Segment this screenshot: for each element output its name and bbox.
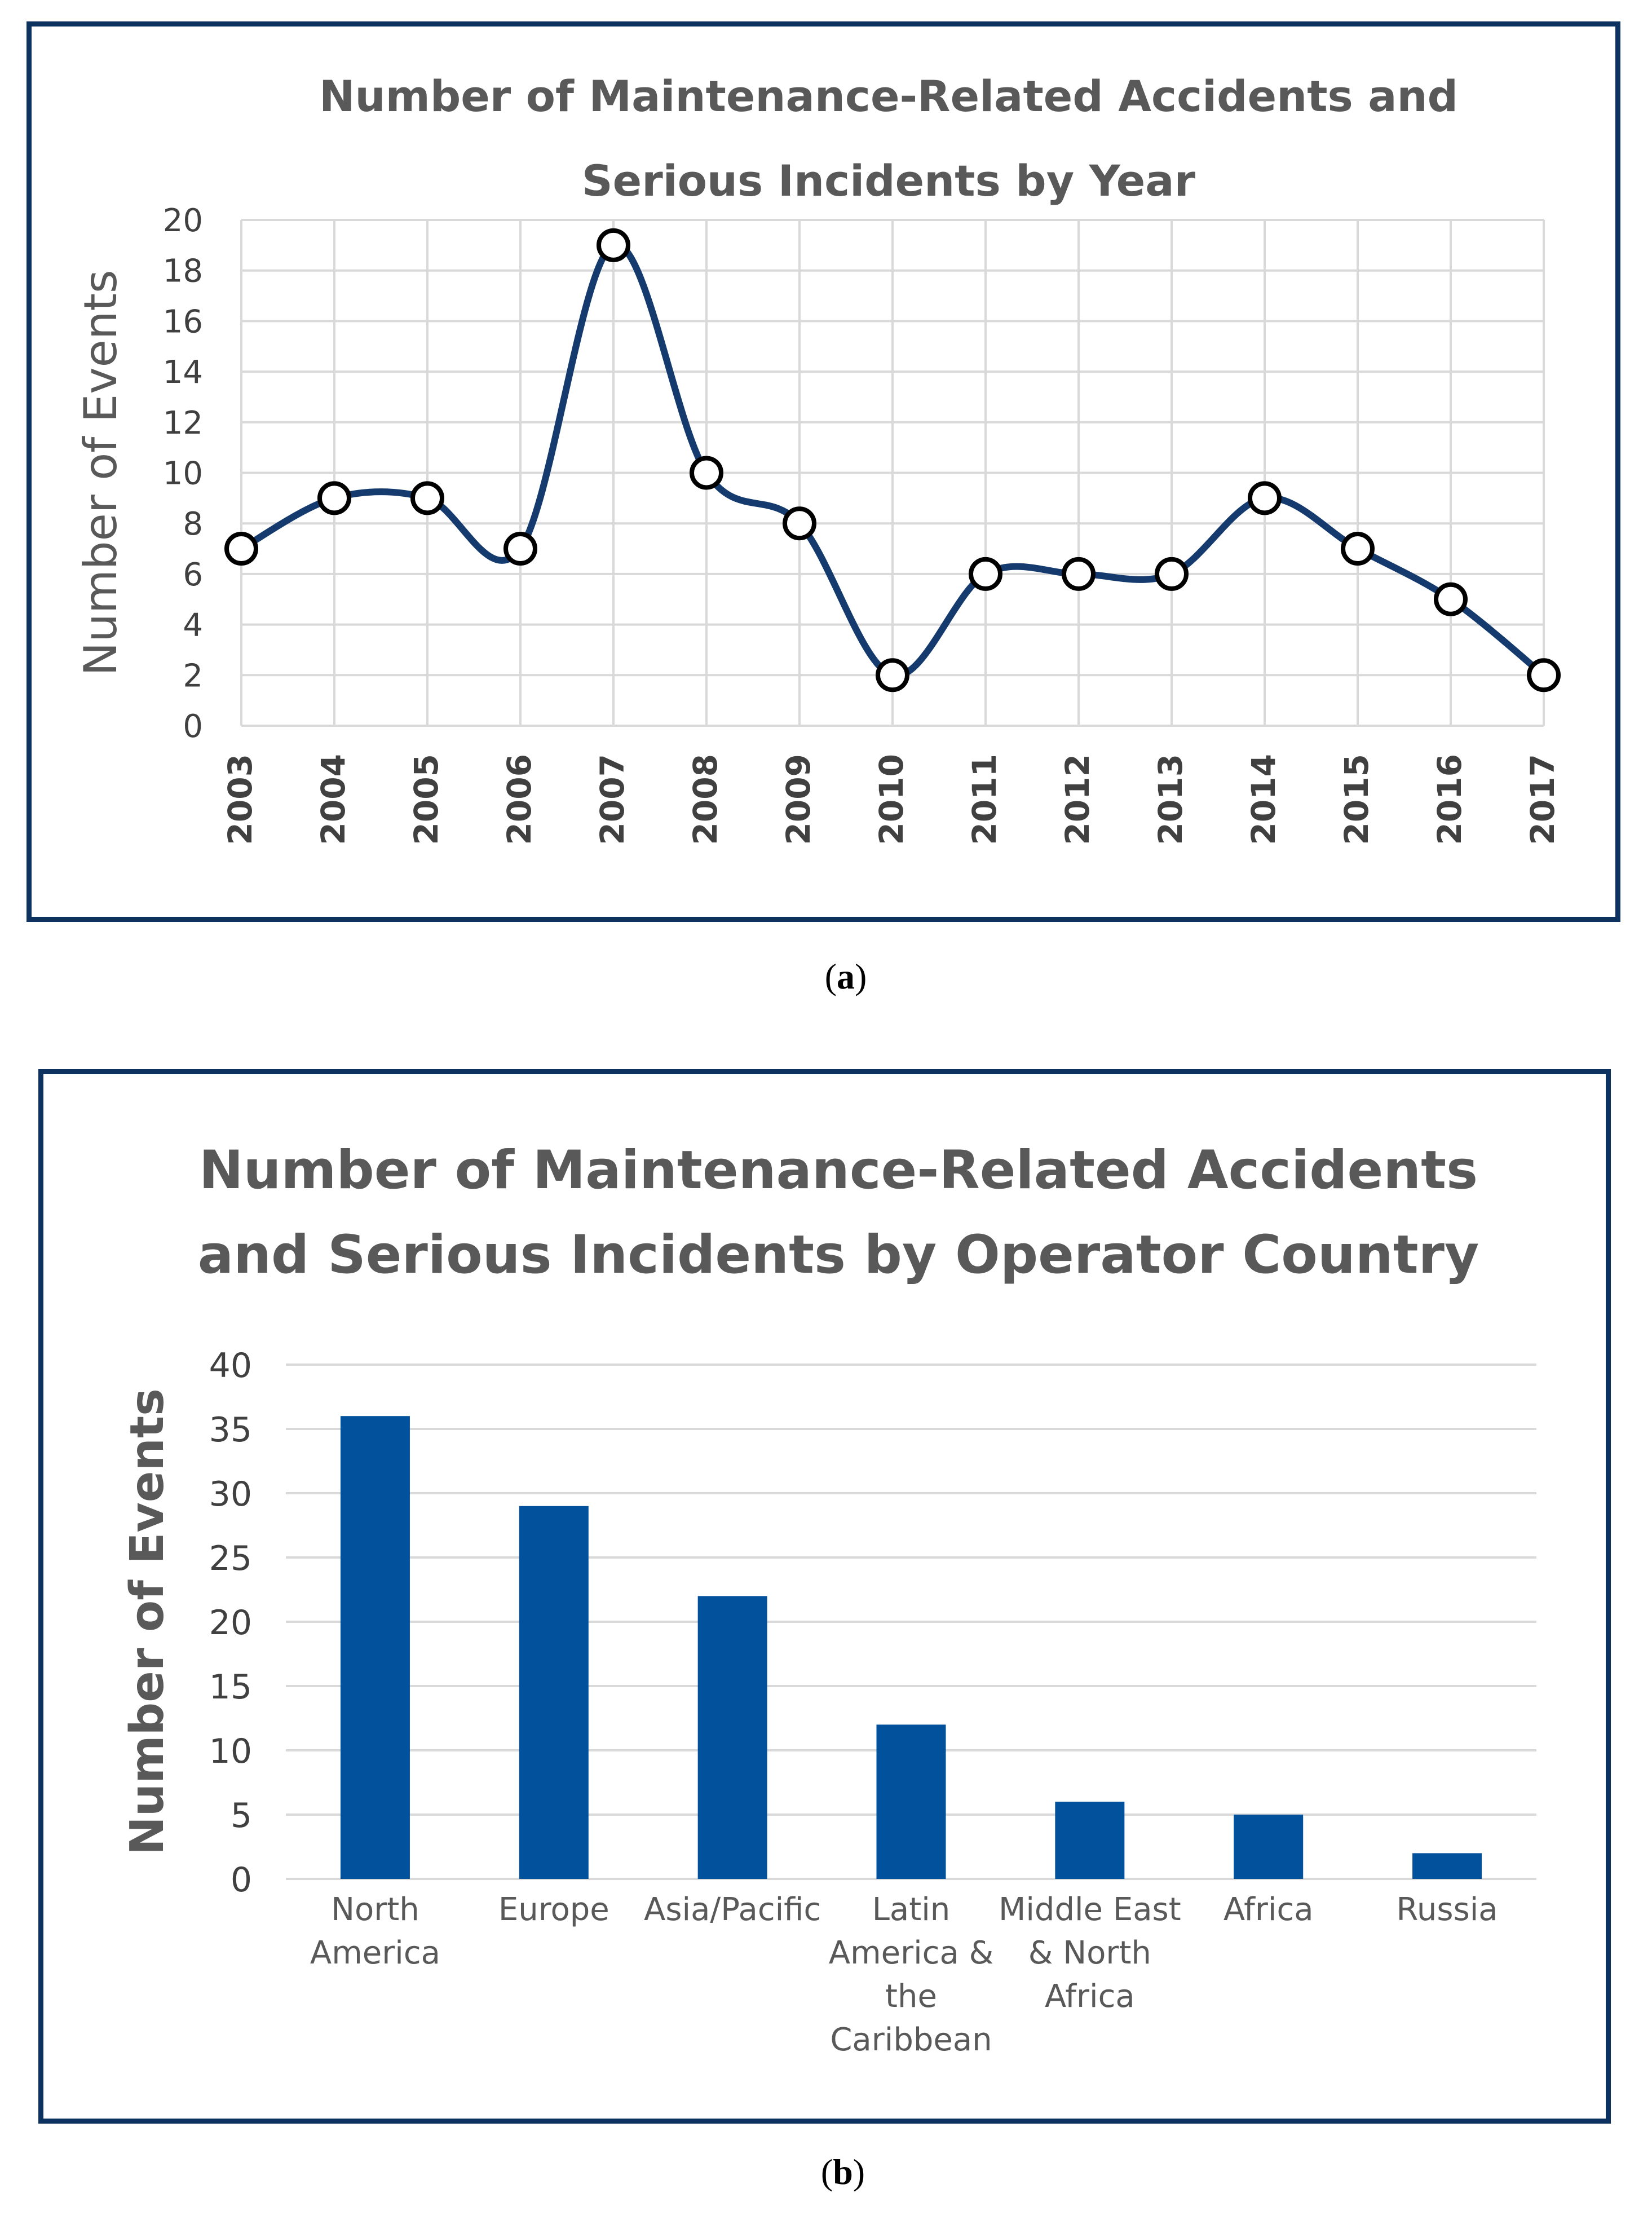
chart-title-line: Serious Incidents by Year xyxy=(582,156,1196,206)
x-tick-label: 2009 xyxy=(779,754,818,845)
x-tick-label: 2008 xyxy=(686,754,725,845)
y-tick-label: 30 xyxy=(209,1475,252,1514)
y-tick-label: 35 xyxy=(209,1410,252,1450)
caption-b: (b) xyxy=(820,2152,865,2192)
data-point-marker xyxy=(1434,582,1468,616)
y-tick-label: 16 xyxy=(163,303,203,340)
y-tick-label: 10 xyxy=(209,1732,252,1771)
x-tick-label: 2003 xyxy=(221,754,259,845)
x-category-label: Asia/Pacific xyxy=(644,1891,821,1928)
x-tick-label: 2010 xyxy=(872,754,911,845)
x-category-label-line: Middle East xyxy=(999,1891,1181,1928)
caption-a: (a) xyxy=(824,956,867,996)
x-category-label-line: the xyxy=(885,1978,937,2015)
data-point-marker xyxy=(969,557,1002,591)
x-category-label-line: Africa xyxy=(1223,1891,1314,1928)
bar xyxy=(1234,1815,1304,1879)
data-point-marker xyxy=(783,506,816,541)
x-tick-label: 2007 xyxy=(593,754,631,845)
data-point-marker xyxy=(597,228,630,262)
x-category-label: Latin America & the Caribbean xyxy=(829,1891,993,2058)
y-axis-label: Number of Events xyxy=(121,1388,174,1855)
y-tick-label: 4 xyxy=(183,607,203,644)
y-tick-label: 40 xyxy=(209,1346,252,1385)
y-tick-label: 12 xyxy=(163,405,203,442)
data-point-marker xyxy=(317,481,351,515)
y-tick-label: 2 xyxy=(183,658,203,694)
bar xyxy=(1055,1802,1125,1879)
x-tick-label: 2004 xyxy=(314,754,352,845)
x-category-label-line: Latin xyxy=(872,1891,951,1928)
chart-a-svg: Number of Maintenance-Related Accidents … xyxy=(74,71,1562,845)
x-tick-label: 2006 xyxy=(500,754,538,845)
data-point-marker xyxy=(690,456,723,490)
data-line xyxy=(238,241,1547,679)
x-category-label-line: America xyxy=(310,1935,440,1971)
y-tick-label: 8 xyxy=(183,506,203,542)
data-point-marker xyxy=(410,481,444,515)
y-tick-label: 25 xyxy=(209,1539,252,1578)
y-tick-label: 0 xyxy=(183,708,203,745)
y-tick-label: 5 xyxy=(231,1796,252,1835)
y-tick-label: 0 xyxy=(231,1860,252,1900)
x-tick-label: 2011 xyxy=(965,754,1004,845)
data-point-marker xyxy=(1062,557,1096,591)
x-tick-label: 2015 xyxy=(1337,754,1376,845)
x-tick-label: 2013 xyxy=(1151,754,1190,845)
y-tick-label: 14 xyxy=(163,354,203,391)
y-axis-label: Number of Events xyxy=(74,270,127,676)
chart-a-frame: Number of Maintenance-Related Accidents … xyxy=(26,21,1620,922)
x-category-label-line: Europe xyxy=(498,1891,609,1928)
chart-b-svg: Number of Maintenance-Related Accidents a… xyxy=(121,1140,1536,2058)
bar xyxy=(519,1506,589,1879)
y-tick-label: 20 xyxy=(209,1603,252,1643)
y-tick-label: 10 xyxy=(163,456,203,492)
data-point-marker xyxy=(1155,557,1189,591)
x-tick-label: 2005 xyxy=(407,754,445,845)
y-tick-label: 20 xyxy=(163,202,203,239)
data-point-marker xyxy=(1341,532,1375,566)
bar xyxy=(876,1724,946,1879)
data-point-marker xyxy=(876,658,909,692)
bar xyxy=(1412,1853,1482,1879)
x-category-label-line: Asia/Pacific xyxy=(644,1891,821,1928)
x-category-label-line: Africa xyxy=(1045,1978,1135,2015)
x-tick-label: 2017 xyxy=(1523,754,1562,845)
x-category-label: North America xyxy=(310,1891,440,1971)
x-category-label-line: North xyxy=(331,1891,419,1928)
x-category-label-line: & North xyxy=(1028,1935,1151,1971)
bar xyxy=(697,1596,767,1879)
x-category-label: Russia xyxy=(1397,1891,1498,1928)
x-category-label: Europe xyxy=(498,1891,609,1928)
chart-title-line: Number of Maintenance-Related Accidents xyxy=(199,1140,1478,1201)
x-tick-label: 2012 xyxy=(1058,754,1097,845)
data-point-marker xyxy=(503,532,537,566)
chart-b-frame: Number of Maintenance-Related Accidents a… xyxy=(38,1069,1611,2124)
data-point-marker xyxy=(1527,658,1561,692)
chart-title-line: and Serious Incidents by Operator Countr… xyxy=(198,1224,1479,1286)
x-category-label: Africa xyxy=(1223,1891,1314,1928)
y-tick-label: 6 xyxy=(183,557,203,593)
x-tick-label: 2016 xyxy=(1430,754,1469,845)
x-tick-label: 2014 xyxy=(1244,754,1283,845)
x-category-label: Middle East & North Africa xyxy=(999,1891,1181,2015)
x-category-label-line: America & xyxy=(829,1935,993,1971)
bar xyxy=(340,1416,410,1879)
x-category-label-line: Russia xyxy=(1397,1891,1498,1928)
chart-title-line: Number of Maintenance-Related Accidents … xyxy=(319,71,1458,121)
y-tick-label: 18 xyxy=(163,253,203,290)
data-point-marker xyxy=(1248,481,1282,515)
y-tick-label: 15 xyxy=(209,1667,252,1707)
data-point-marker xyxy=(224,532,258,566)
x-category-label-line: Caribbean xyxy=(830,2022,992,2058)
